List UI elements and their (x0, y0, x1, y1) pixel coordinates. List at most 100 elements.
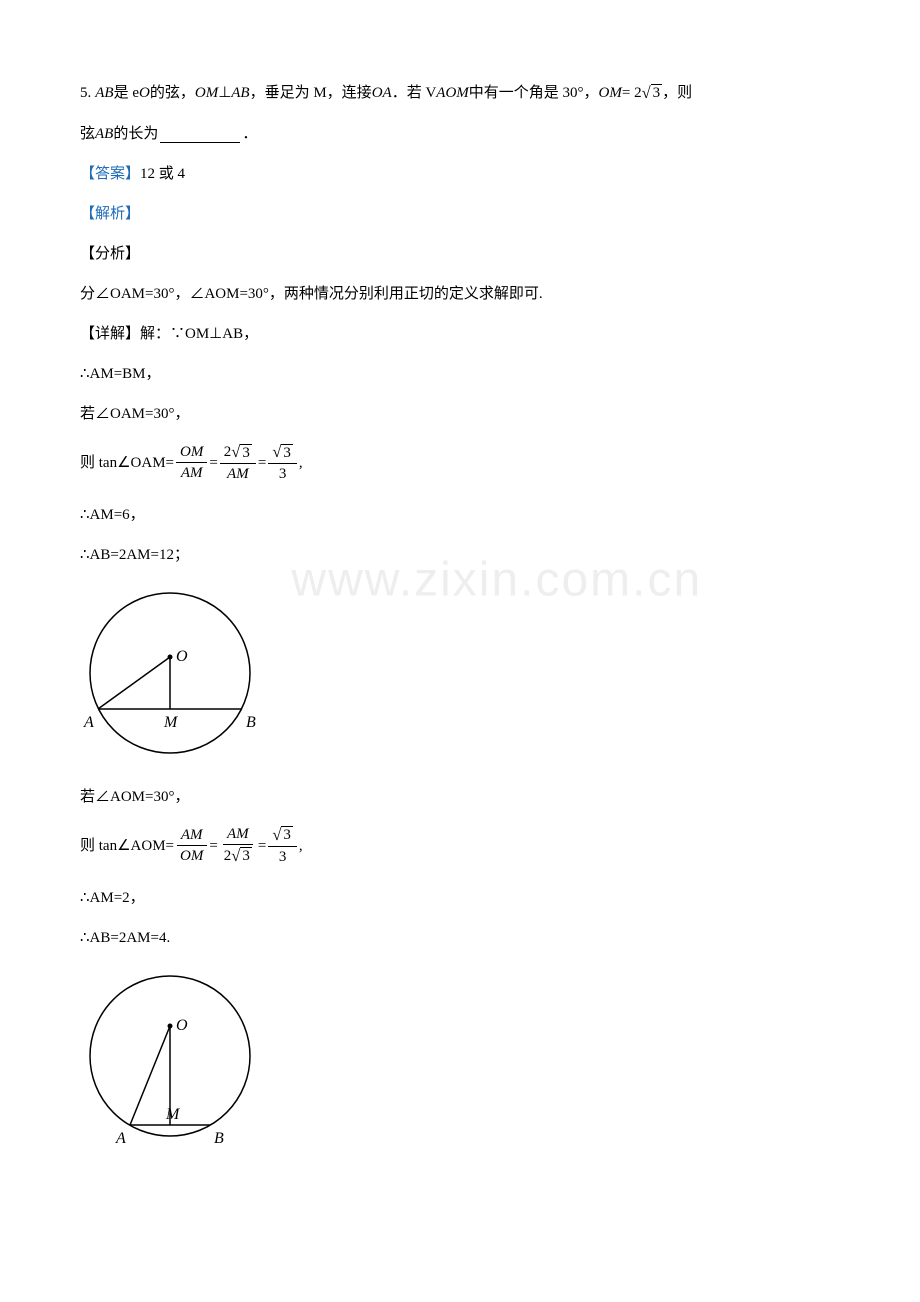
svg-text:B: B (214, 1130, 224, 1147)
radical-icon: √ (272, 825, 281, 845)
text-seg: ． (242, 122, 257, 146)
frac-2sqrt3-am: 2 √ 3 AM (220, 442, 256, 483)
fenxi-label-line: 【分析】 (80, 242, 840, 266)
var-om2: OM (599, 81, 622, 105)
case1-tan: 则 tan∠OAM= OM AM = 2 √ 3 AM = (80, 442, 840, 483)
radicand: 3 (281, 444, 293, 462)
text-seg: ，则 (662, 81, 692, 105)
text-seg: ∴AM=6， (80, 503, 145, 527)
text-seg: 若∠OAM=30°， (80, 402, 189, 426)
var-ab3: AB (95, 122, 113, 146)
num: AM (181, 826, 203, 844)
eq2: = (258, 451, 266, 475)
radicand: 3 (281, 826, 293, 844)
text-seg: 中有一个角是 30°， (469, 81, 599, 105)
text-seg: ∴AM=BM， (80, 362, 161, 386)
sqrt-3: √ 3 (231, 442, 252, 462)
radicand: 3 (240, 847, 252, 865)
case1-ab: ∴AB=2AM=12； (80, 543, 840, 567)
fenxi-label: 【分析】 (80, 242, 140, 266)
frac-sqrt3-3: √ 3 3 (268, 442, 297, 483)
sqrt-3: √ 3 (272, 442, 293, 462)
svg-text:A: A (115, 1130, 126, 1147)
case2-if: 若∠AOM=30°， (80, 785, 840, 809)
detail-text: 解：∵OM⊥AB， (140, 322, 258, 346)
answer-text: 12 或 4 (140, 162, 185, 186)
num: AM (227, 825, 249, 843)
num-pre: 2 (224, 443, 232, 461)
text-seg: ．若 V (392, 81, 437, 105)
var-oa: OA (372, 81, 392, 105)
den: OM (180, 847, 203, 865)
case2-tan: 则 tan∠AOM= AM OM = AM 2 √ 3 = (80, 825, 840, 866)
text-seg: ，垂足为 M，连接 (250, 81, 372, 105)
analysis-label: 【解析】 (80, 202, 140, 226)
perp-symbol: ⊥ (218, 81, 231, 105)
var-aom: AOM (436, 81, 469, 105)
svg-text:M: M (163, 714, 179, 731)
var-om: OM (195, 81, 218, 105)
figure-2: O A M B (80, 966, 840, 1152)
radical-icon: √ (231, 846, 240, 866)
eq1: = (209, 451, 217, 475)
svg-text:O: O (176, 648, 188, 665)
question-line2: 弦 AB 的长为 ． (80, 122, 840, 146)
radicand: 3 (240, 444, 252, 462)
den: AM (181, 464, 203, 482)
radical-icon: √ (272, 442, 281, 462)
circle-diagram-1: O A M B (80, 583, 280, 769)
radicand: 3 (651, 84, 663, 102)
text-seg: 的弦， (150, 81, 195, 105)
eq-sign: = 2 (622, 81, 642, 105)
var-o: O (139, 81, 150, 105)
sqrt-3: √ 3 (642, 80, 663, 106)
den: AM (227, 465, 249, 483)
question-line1: 5. AB 是 e O 的弦， OM ⊥ AB ，垂足为 M，连接 OA ．若 … (80, 80, 840, 106)
case2-ab: ∴AB=2AM=4. (80, 926, 840, 950)
sqrt-3: √ 3 (231, 846, 252, 866)
analysis-label-line: 【解析】 (80, 202, 840, 226)
radical-icon: √ (231, 442, 240, 462)
step-ambm: ∴AM=BM， (80, 362, 840, 386)
svg-text:O: O (176, 1017, 188, 1034)
detail-label: 【详解】 (80, 322, 140, 346)
frac-am-om: AM OM (176, 826, 207, 865)
detail-line1: 【详解】 解：∵OM⊥AB， (80, 322, 840, 346)
den: 3 (279, 465, 287, 483)
den: 3 (279, 848, 287, 866)
frac-sqrt3-3: √ 3 3 (268, 825, 297, 866)
svg-text:B: B (246, 714, 256, 731)
text-seg: 的长为 (113, 122, 158, 146)
answer-blank (160, 125, 240, 143)
text-seg: 是 e (114, 81, 139, 105)
answer-line: 【答案】 12 或 4 (80, 162, 840, 186)
case1-am: ∴AM=6， (80, 503, 840, 527)
text-seg: ∴AB=2AM=12； (80, 543, 189, 567)
fenxi-text: 分∠OAM=30°，∠AOM=30°，两种情况分别利用正切的定义求解即可. (80, 282, 543, 306)
frac-om-am: OM AM (176, 443, 207, 482)
svg-text:A: A (83, 714, 94, 731)
tan-pre: 则 tan∠AOM= (80, 834, 174, 858)
sqrt-3: √ 3 (272, 825, 293, 845)
text-seg: 若∠AOM=30°， (80, 785, 189, 809)
tan-pre: 则 tan∠OAM= (80, 451, 174, 475)
var-ab2: AB (231, 81, 249, 105)
text-seg: ∴AB=2AM=4. (80, 926, 170, 950)
text-seg: ∴AM=2， (80, 886, 145, 910)
den-pre: 2 (224, 847, 232, 865)
svg-text:M: M (165, 1106, 181, 1123)
comma: , (299, 834, 303, 858)
case2-am: ∴AM=2， (80, 886, 840, 910)
num: OM (180, 443, 203, 461)
comma: , (299, 451, 303, 475)
text-seg: 弦 (80, 122, 95, 146)
figure-1: O A M B (80, 583, 840, 769)
circle-diagram-2: O A M B (80, 966, 280, 1152)
case1-if: 若∠OAM=30°， (80, 402, 840, 426)
frac-am-2sqrt3: AM 2 √ 3 (220, 825, 256, 866)
fenxi-text-line: 分∠OAM=30°，∠AOM=30°，两种情况分别利用正切的定义求解即可. (80, 282, 840, 306)
eq1: = (209, 834, 217, 858)
eq2: = (258, 834, 266, 858)
answer-label: 【答案】 (80, 162, 140, 186)
question-number: 5. (80, 81, 91, 105)
